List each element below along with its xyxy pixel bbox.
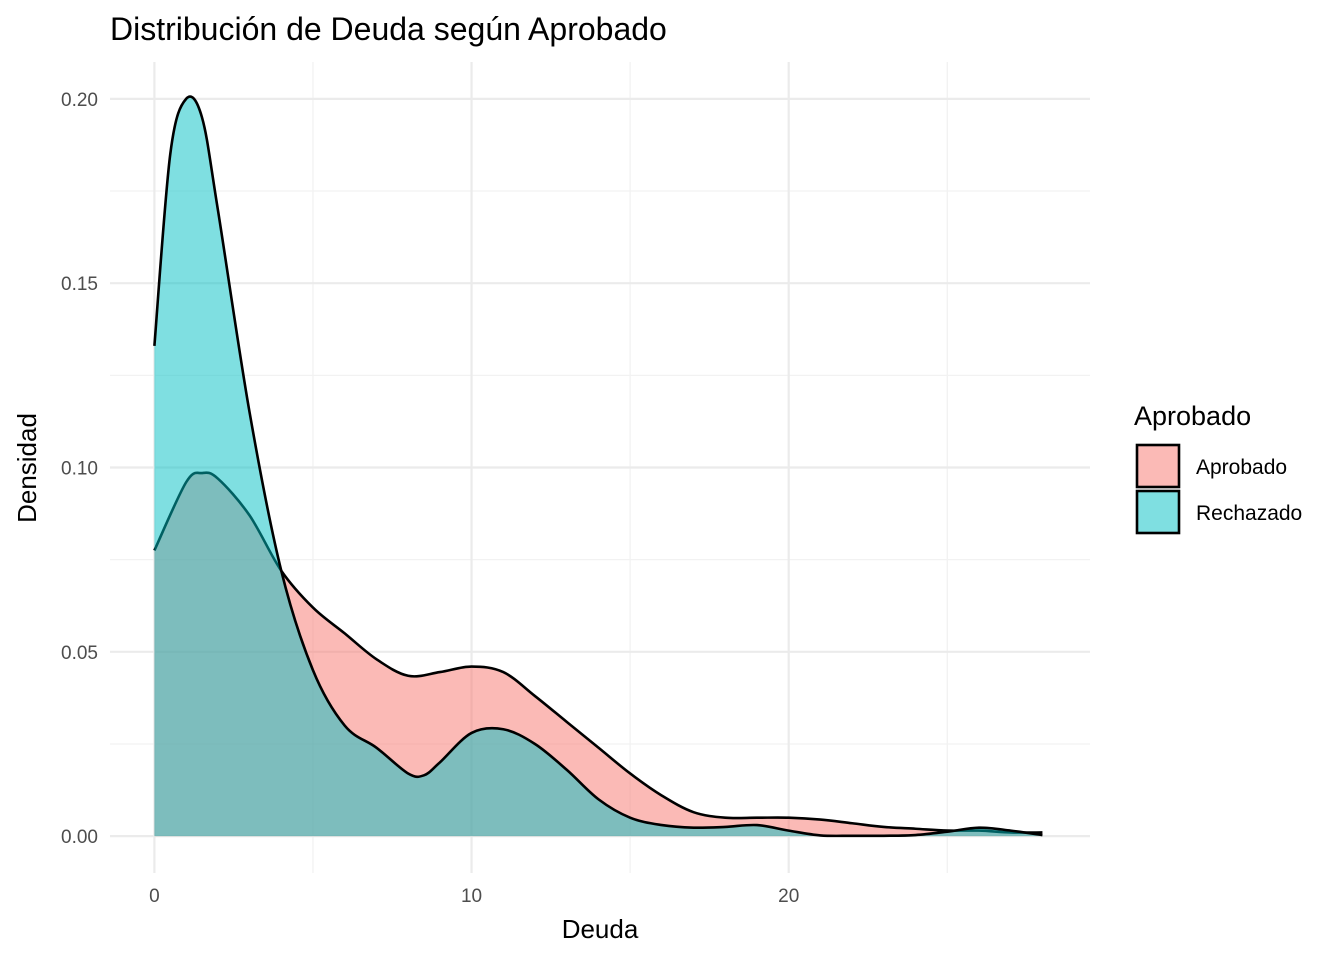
density-areas bbox=[153, 95, 1043, 838]
legend-item-aprobado: Aprobado bbox=[1135, 443, 1287, 489]
y-axis-title: Densidad bbox=[12, 413, 42, 523]
density-line-rechazado bbox=[153, 95, 1043, 838]
y-tick-label: 0.00 bbox=[61, 827, 98, 848]
legend-key-swatch bbox=[1135, 443, 1181, 489]
y-axis-ticks: 0.00 0.05 0.10 0.15 0.20 bbox=[61, 90, 98, 848]
series-rechazado bbox=[153, 95, 1043, 838]
legend-item-rechazado: Rechazado bbox=[1135, 489, 1302, 535]
legend-label: Aprobado bbox=[1196, 456, 1287, 479]
y-tick-label: 0.15 bbox=[61, 274, 98, 295]
x-tick-label: 20 bbox=[778, 886, 799, 907]
legend-key-swatch bbox=[1135, 489, 1181, 535]
x-tick-label: 10 bbox=[461, 886, 482, 907]
chart-title: Distribución de Deuda según Aprobado bbox=[110, 11, 667, 47]
legend: Aprobado Aprobado Rechazado bbox=[1134, 401, 1302, 535]
y-tick-label: 0.20 bbox=[61, 90, 98, 111]
legend-title: Aprobado bbox=[1134, 401, 1251, 431]
y-tick-label: 0.05 bbox=[61, 643, 98, 664]
x-axis-ticks: 0 10 20 bbox=[149, 886, 799, 907]
density-area-aprobado bbox=[154, 472, 1043, 837]
x-axis-title: Deuda bbox=[562, 914, 639, 944]
density-area-rechazado bbox=[154, 96, 1043, 837]
x-tick-label: 0 bbox=[149, 886, 160, 907]
legend-label: Rechazado bbox=[1196, 502, 1302, 525]
y-tick-label: 0.10 bbox=[61, 459, 98, 480]
